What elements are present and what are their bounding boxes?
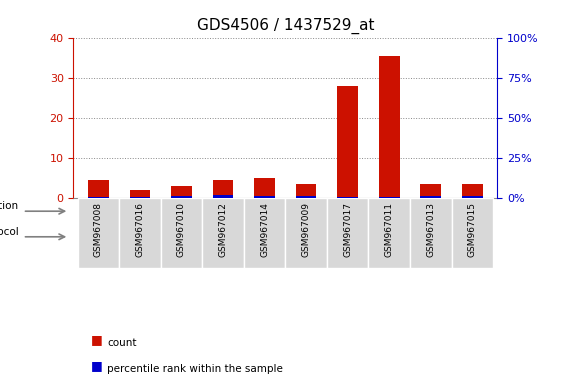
Bar	[254, 196, 275, 199]
FancyBboxPatch shape	[77, 225, 160, 248]
Bar	[254, 179, 275, 199]
FancyBboxPatch shape	[451, 199, 493, 268]
Bar	[295, 196, 316, 199]
Text: percentile rank within the sample: percentile rank within the sample	[107, 364, 283, 374]
FancyBboxPatch shape	[119, 199, 160, 268]
FancyBboxPatch shape	[202, 199, 244, 268]
Text: overnight fasted: overnight fasted	[79, 232, 159, 242]
Bar	[88, 197, 108, 199]
FancyBboxPatch shape	[368, 199, 410, 268]
Text: GSM967013: GSM967013	[426, 202, 435, 257]
Bar	[420, 196, 441, 199]
Text: genotype/variation: genotype/variation	[0, 201, 19, 211]
Text: overnight fasted: overnight fasted	[266, 232, 346, 242]
Bar	[129, 197, 150, 199]
FancyBboxPatch shape	[77, 200, 285, 223]
Text: ■: ■	[90, 359, 102, 372]
FancyBboxPatch shape	[160, 225, 285, 248]
FancyBboxPatch shape	[327, 225, 493, 248]
Text: count: count	[107, 338, 137, 348]
Bar	[462, 196, 483, 199]
Text: ad libitum fed: ad libitum fed	[376, 232, 444, 242]
Bar	[420, 184, 441, 199]
Text: GSM967015: GSM967015	[468, 202, 477, 257]
Text: GSM967016: GSM967016	[136, 202, 145, 257]
FancyBboxPatch shape	[77, 199, 119, 268]
Text: wild type: wild type	[364, 206, 415, 216]
Bar	[337, 197, 358, 199]
Text: GSM967017: GSM967017	[343, 202, 352, 257]
Bar	[379, 197, 399, 199]
Bar	[462, 184, 483, 199]
Bar	[171, 196, 192, 199]
Text: ■: ■	[90, 333, 102, 346]
Text: GSM967011: GSM967011	[385, 202, 394, 257]
Bar	[88, 180, 108, 199]
FancyBboxPatch shape	[244, 199, 285, 268]
Bar	[171, 186, 192, 199]
Bar	[212, 195, 233, 199]
Bar	[337, 86, 358, 199]
Text: GSM967012: GSM967012	[219, 202, 228, 257]
Bar	[129, 190, 150, 199]
FancyBboxPatch shape	[285, 200, 493, 223]
FancyBboxPatch shape	[410, 199, 451, 268]
Text: GSM967014: GSM967014	[260, 202, 269, 257]
Text: protocol: protocol	[0, 227, 19, 237]
FancyBboxPatch shape	[160, 199, 202, 268]
Text: ad libitum fed: ad libitum fed	[189, 232, 257, 242]
Bar	[295, 184, 316, 199]
Text: ob/ob: ob/ob	[166, 206, 197, 216]
Title: GDS4506 / 1437529_at: GDS4506 / 1437529_at	[197, 18, 374, 34]
FancyBboxPatch shape	[285, 199, 327, 268]
Bar	[212, 180, 233, 199]
FancyBboxPatch shape	[285, 225, 327, 248]
Text: GSM967010: GSM967010	[177, 202, 186, 257]
FancyBboxPatch shape	[327, 199, 368, 268]
Text: GSM967008: GSM967008	[94, 202, 103, 257]
Bar	[379, 56, 399, 199]
Text: GSM967009: GSM967009	[302, 202, 311, 257]
